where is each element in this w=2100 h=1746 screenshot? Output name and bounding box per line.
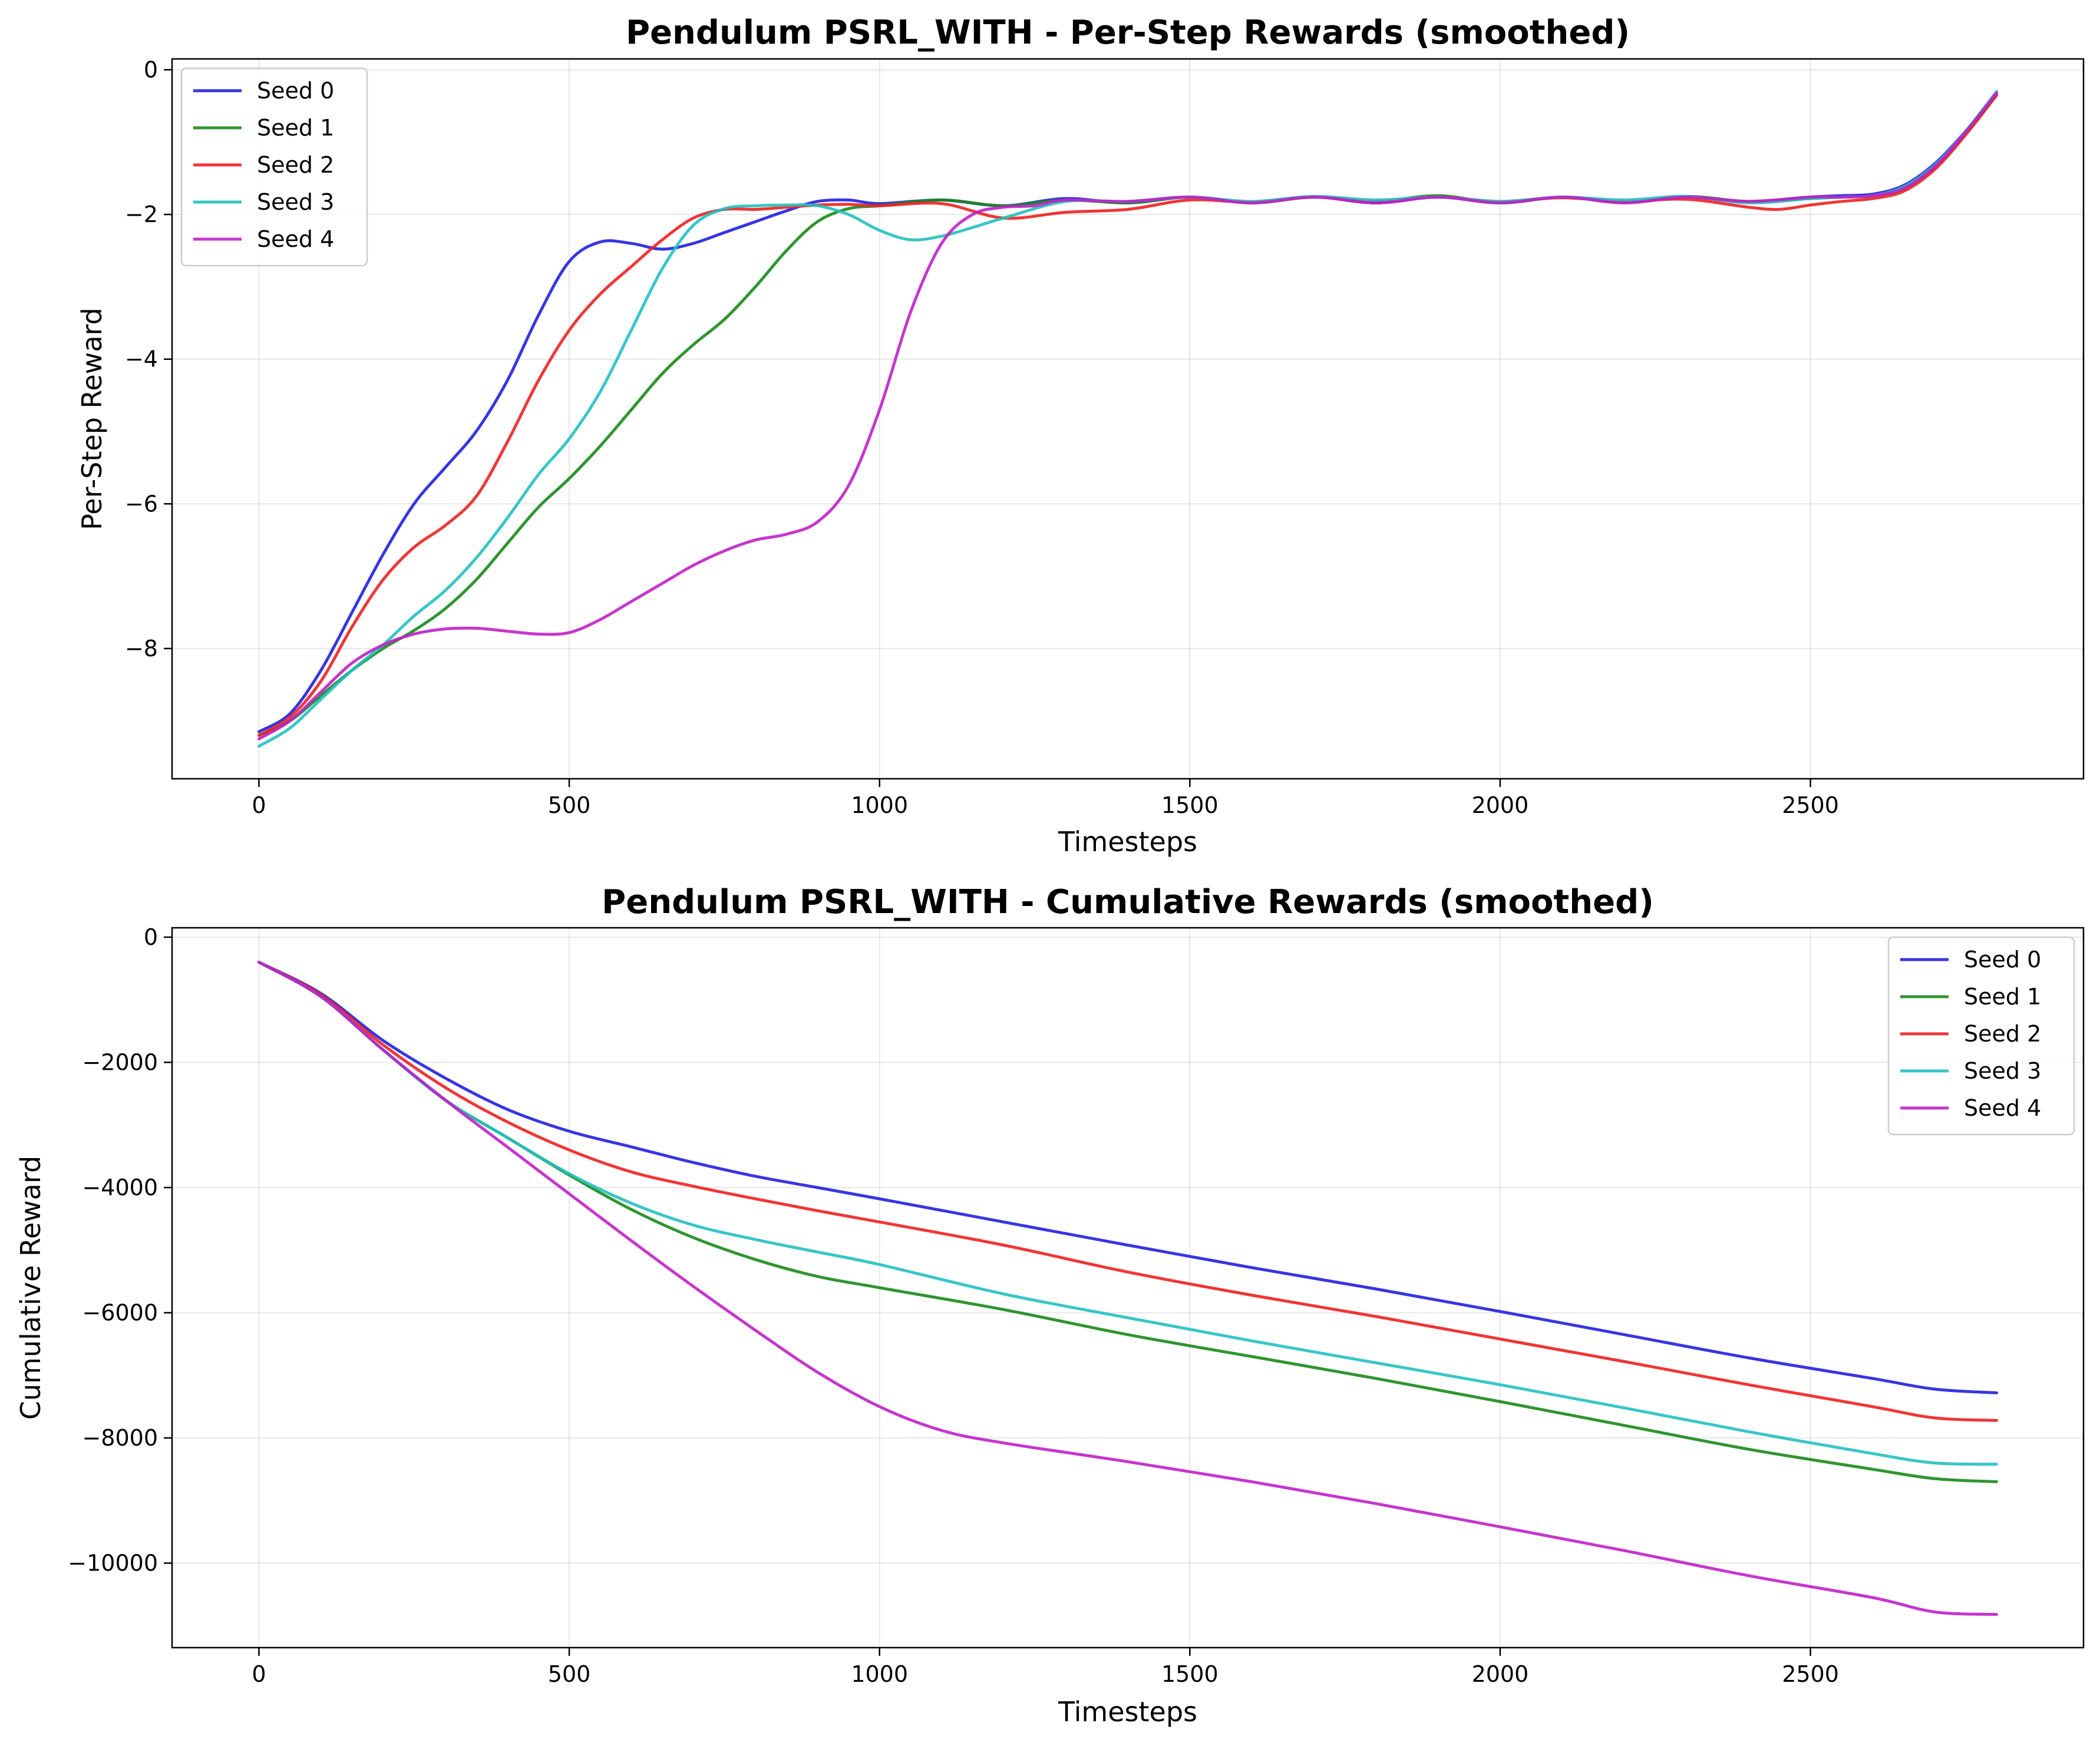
cumulative-ticks: 0 500 1000 1500 2000 2500 0 −2000 −4000 −6000 −800…: [68, 924, 1839, 1687]
cumulative-legend-label-seed-0: Seed 0: [1964, 947, 2041, 973]
cumulative-rewards-panel: 0 500 1000 1500 2000 2500 0 −2000 −4000 −6000 −800…: [15, 883, 2085, 1728]
per-step-chart-title: Pendulum PSRL_WITH - Per-Step Rewards (s…: [626, 14, 1630, 52]
cumulative-series-line-seed-0: [257, 960, 1999, 1395]
cumulative-y-tick-label: −6000: [82, 1300, 158, 1326]
per-step-x-tick-label: 0: [252, 792, 266, 818]
cumulative-chart-title: Pendulum PSRL_WITH - Cumulative Rewards …: [602, 883, 1654, 921]
cumulative-x-axis-label: Timesteps: [1058, 1696, 1197, 1728]
per-step-ticks: 0 500 1000 1500 2000 2500 0 −2 −4 −6 −8: [125, 57, 1839, 818]
cumulative-legend: Seed 0 Seed 1 Seed 2 Seed 3 Seed 4: [1887, 936, 2075, 1136]
cumulative-y-tick-label: −2000: [82, 1049, 158, 1075]
per-step-legend-box: [180, 67, 368, 267]
per-step-y-tick-label: −2: [125, 201, 158, 227]
cumulative-y-tick-label: −10000: [68, 1550, 158, 1576]
per-step-x-tick-label: 1500: [1161, 792, 1219, 818]
per-step-legend-label-seed-2: Seed 2: [257, 152, 334, 178]
per-step-x-tick-label: 500: [548, 792, 591, 818]
cumulative-axes-frame: [171, 927, 2085, 1649]
per-step-legend-label-seed-3: Seed 3: [257, 189, 334, 215]
per-step-grid: [172, 59, 2084, 779]
per-step-legend-label-seed-1: Seed 1: [257, 115, 334, 141]
cumulative-series: [257, 960, 1999, 1616]
per-step-rewards-panel: 0 500 1000 1500 2000 2500 0 −2 −4 −6 −8 Pendulum P…: [76, 14, 2085, 858]
per-step-y-tick-label: 0: [144, 57, 158, 82]
cumulative-x-tick-label: 500: [548, 1661, 591, 1687]
cumulative-legend-box: [1887, 936, 2075, 1136]
cumulative-x-tick-label: 0: [252, 1661, 266, 1687]
per-step-series-line-seed-4: [257, 91, 1999, 740]
per-step-series: [257, 90, 1999, 748]
per-step-series-line-seed-2: [257, 93, 1999, 737]
cumulative-series-line-seed-2: [257, 960, 1999, 1422]
cumulative-y-axis-label: Cumulative Reward: [15, 1156, 47, 1420]
per-step-y-tick-label: −8: [125, 636, 158, 662]
per-step-x-tick-label: 2000: [1472, 792, 1529, 818]
cumulative-series-line-seed-4: [257, 960, 1999, 1616]
per-step-x-tick-label: 1000: [851, 792, 908, 818]
cumulative-grid: [172, 928, 2084, 1648]
cumulative-x-tick-label: 1500: [1161, 1661, 1219, 1687]
per-step-legend-label-seed-4: Seed 4: [257, 226, 334, 252]
cumulative-y-tick-label: 0: [144, 924, 158, 950]
per-step-y-axis-label: Per-Step Reward: [76, 307, 108, 530]
per-step-y-tick-label: −6: [125, 491, 158, 517]
per-step-axes-frame: [171, 58, 2085, 780]
cumulative-legend-label-seed-1: Seed 1: [1964, 984, 2041, 1010]
cumulative-y-tick-label: −4000: [82, 1175, 158, 1201]
cumulative-x-tick-label: 2500: [1782, 1661, 1839, 1687]
per-step-x-tick-label: 2500: [1782, 792, 1839, 818]
per-step-y-tick-label: −4: [125, 346, 158, 372]
cumulative-legend-label-seed-3: Seed 3: [1964, 1058, 2041, 1084]
cumulative-x-tick-label: 1000: [851, 1661, 908, 1687]
cumulative-series-line-seed-3: [257, 960, 1999, 1466]
per-step-legend: Seed 0 Seed 1 Seed 2 Seed 3 Seed 4: [180, 67, 368, 267]
cumulative-legend-label-seed-2: Seed 2: [1964, 1021, 2041, 1047]
cumulative-legend-label-seed-4: Seed 4: [1964, 1095, 2041, 1121]
cumulative-y-tick-label: −8000: [82, 1425, 158, 1451]
per-step-x-axis-label: Timesteps: [1058, 826, 1197, 858]
cumulative-x-tick-label: 2000: [1472, 1661, 1529, 1687]
per-step-legend-label-seed-0: Seed 0: [257, 78, 334, 104]
